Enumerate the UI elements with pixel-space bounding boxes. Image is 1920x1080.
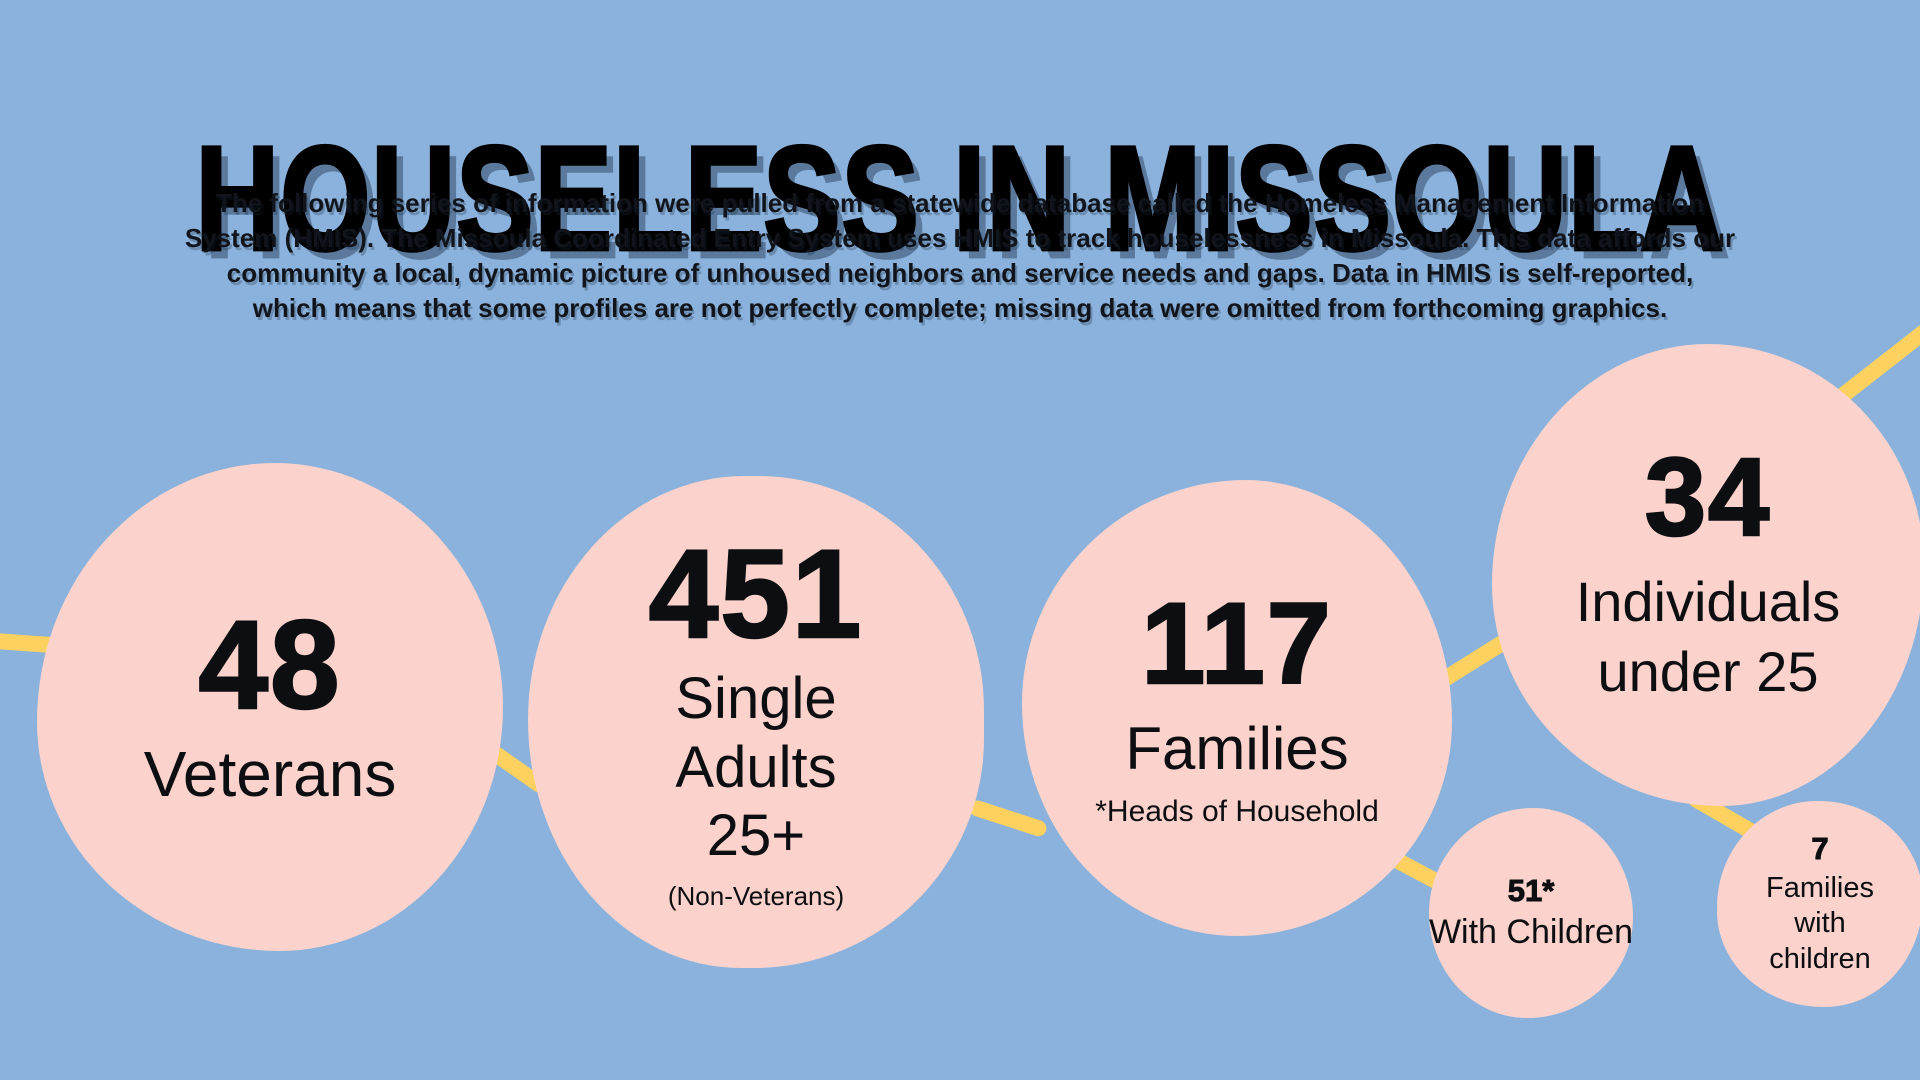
under-25-label-line-2: under 25 xyxy=(1597,640,1819,703)
bubble-individuals-under-25: 34 Individuals under 25 xyxy=(1492,344,1920,806)
single-adults-note: (Non-Veterans) xyxy=(667,880,845,911)
under-25-count: 34 xyxy=(1644,436,1772,559)
intro-line-1: The following series of information were… xyxy=(215,188,1705,218)
families-with-children-line-1: Families xyxy=(1766,871,1874,904)
with-children-label: With Children xyxy=(1428,913,1634,952)
intro-paragraph: The following series of information were… xyxy=(0,186,1920,326)
families-with-children-label: Families with children xyxy=(1766,871,1874,977)
intro-line-3: community a local, dynamic picture of un… xyxy=(226,258,1694,288)
bubble-families: 117 Families *Heads of Household xyxy=(1022,480,1452,936)
families-with-children-line-3: children xyxy=(1769,942,1871,975)
connector-single-adults-to-families xyxy=(967,798,1049,839)
veterans-label: Veterans xyxy=(143,737,397,810)
families-with-children-count: 7 xyxy=(1811,831,1829,867)
intro-line-2: System (HMIS). The Missoula Coordinated … xyxy=(184,223,1736,253)
under-25-label: Individuals under 25 xyxy=(1576,567,1841,707)
families-count: 117 xyxy=(1140,580,1333,708)
page-title: HOUSELESS IN MISSOULA xyxy=(194,114,1725,282)
families-with-children-line-2: with xyxy=(1794,907,1846,940)
bubble-with-children: 51* With Children xyxy=(1429,808,1633,1018)
bubble-single-adults: 451 Single Adults 25+ (Non-Veterans) xyxy=(528,476,984,968)
with-children-count: 51* xyxy=(1507,872,1555,908)
families-label: Families xyxy=(1125,715,1349,782)
single-adults-label-line-1: Single xyxy=(675,666,837,732)
single-adults-label-line-2: Adults xyxy=(675,734,837,800)
under-25-label-line-1: Individuals xyxy=(1575,570,1841,633)
veterans-count: 48 xyxy=(197,595,342,735)
single-adults-label: Single Adults 25+ xyxy=(675,665,836,870)
intro-line-4: which means that some profiles are not p… xyxy=(252,293,1668,323)
single-adults-label-line-3: 25+ xyxy=(706,803,806,869)
bubble-families-with-children: 7 Families with children xyxy=(1717,801,1920,1007)
single-adults-count: 451 xyxy=(647,525,864,665)
bubble-veterans: 48 Veterans xyxy=(37,463,503,951)
families-note: *Heads of Household xyxy=(1095,795,1379,828)
